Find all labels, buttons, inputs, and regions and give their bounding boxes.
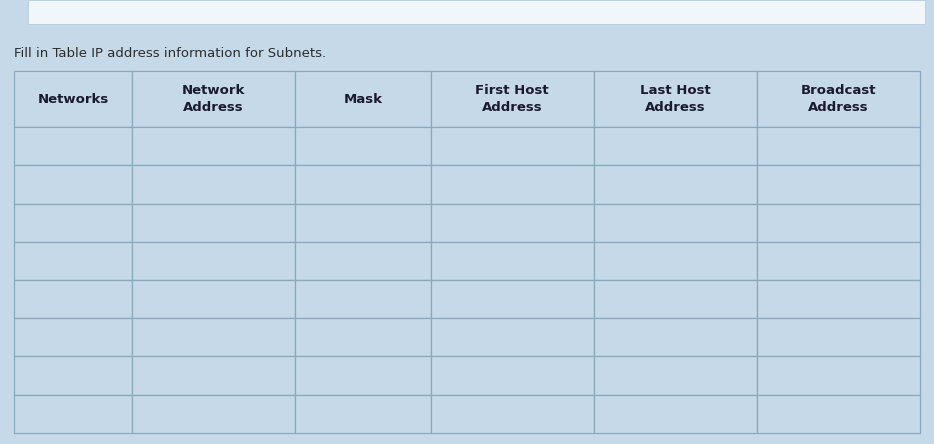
Bar	[431, 165, 594, 203]
Bar	[431, 203, 594, 242]
Bar	[295, 203, 431, 242]
Bar	[132, 357, 295, 395]
Bar	[757, 357, 920, 395]
Bar	[295, 127, 431, 165]
Text: Network
Address: Network Address	[181, 84, 245, 114]
Bar	[757, 280, 920, 318]
Bar	[132, 203, 295, 242]
Bar	[132, 280, 295, 318]
Bar	[14, 318, 132, 357]
Bar	[431, 127, 594, 165]
Bar	[431, 71, 594, 127]
Bar	[14, 395, 132, 433]
Bar	[295, 165, 431, 203]
Bar	[757, 242, 920, 280]
Bar	[594, 242, 757, 280]
Text: First Host
Address: First Host Address	[475, 84, 549, 114]
Bar	[132, 242, 295, 280]
Bar	[757, 165, 920, 203]
Bar	[295, 395, 431, 433]
Bar	[757, 395, 920, 433]
Bar	[14, 242, 132, 280]
Bar	[14, 357, 132, 395]
Bar	[14, 203, 132, 242]
Bar	[757, 203, 920, 242]
Bar	[757, 127, 920, 165]
Bar	[594, 357, 757, 395]
Bar	[594, 203, 757, 242]
Bar	[431, 242, 594, 280]
Bar	[431, 395, 594, 433]
Bar	[594, 127, 757, 165]
Bar	[295, 318, 431, 357]
Bar	[594, 395, 757, 433]
Bar	[295, 71, 431, 127]
Bar	[132, 395, 295, 433]
Bar	[757, 71, 920, 127]
Bar	[14, 71, 132, 127]
Bar	[132, 71, 295, 127]
Text: Networks: Networks	[37, 93, 108, 106]
Bar	[594, 165, 757, 203]
Bar	[431, 357, 594, 395]
Text: Last Host
Address: Last Host Address	[640, 84, 711, 114]
Bar	[14, 280, 132, 318]
Bar	[132, 318, 295, 357]
Bar	[28, 0, 925, 24]
Text: Fill in Table IP address information for Subnets.: Fill in Table IP address information for…	[14, 47, 326, 59]
Bar	[295, 280, 431, 318]
Bar	[431, 318, 594, 357]
Bar	[14, 127, 132, 165]
Text: Broadcast
Address: Broadcast Address	[800, 84, 876, 114]
Bar	[132, 127, 295, 165]
Bar	[132, 165, 295, 203]
Text: Mask: Mask	[344, 93, 382, 106]
Bar	[594, 71, 757, 127]
Bar	[295, 242, 431, 280]
Bar	[295, 357, 431, 395]
Bar	[757, 318, 920, 357]
Bar	[594, 280, 757, 318]
Bar	[594, 318, 757, 357]
Bar	[431, 280, 594, 318]
Bar	[14, 165, 132, 203]
